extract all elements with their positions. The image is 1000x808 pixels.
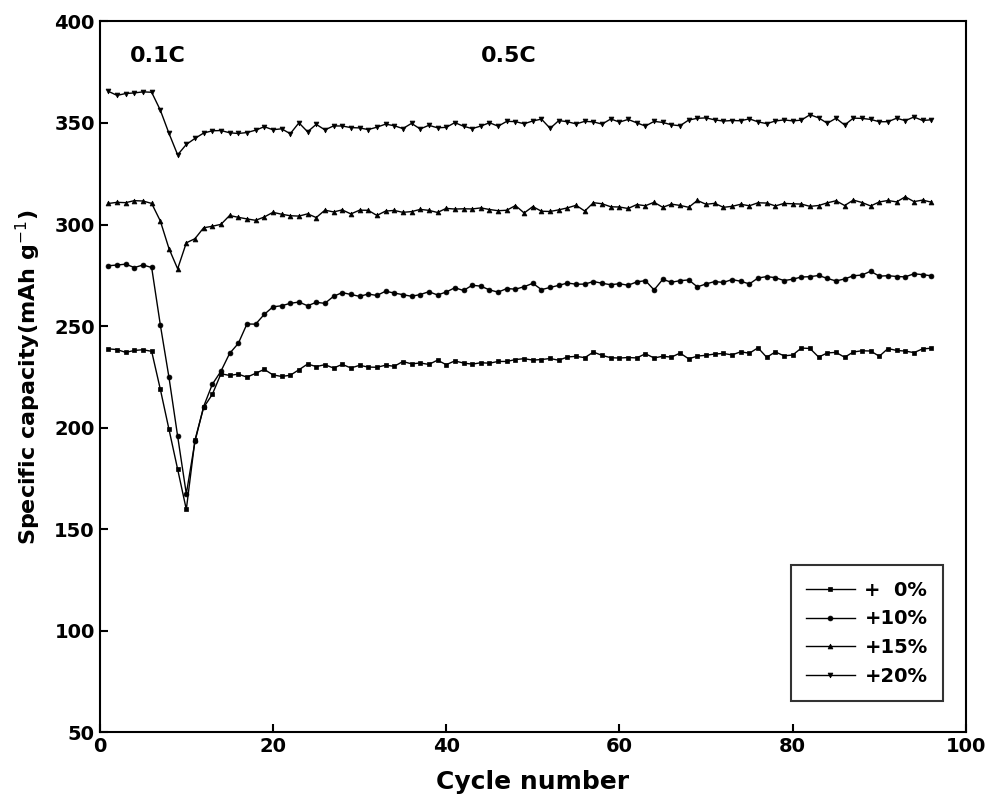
+15% <box>224 211 236 221</box>
+20% <box>345 123 357 133</box>
+20% <box>466 124 478 133</box>
+  0% <box>553 356 565 365</box>
+10% <box>535 284 547 294</box>
+  0% <box>102 344 114 354</box>
+  0% <box>752 343 764 352</box>
Line: +  0%: + 0% <box>106 345 934 512</box>
X-axis label: Cycle number: Cycle number <box>436 770 629 794</box>
+  0% <box>527 356 539 365</box>
+10% <box>180 489 192 499</box>
+15% <box>899 192 911 202</box>
+20% <box>527 116 539 126</box>
+10% <box>561 278 573 288</box>
+15% <box>466 204 478 214</box>
+15% <box>865 201 877 211</box>
+15% <box>102 199 114 208</box>
+20% <box>925 115 937 124</box>
+  0% <box>180 505 192 515</box>
+20% <box>172 150 184 160</box>
Line: +20%: +20% <box>106 89 934 158</box>
Text: 0.1C: 0.1C <box>130 46 186 65</box>
+  0% <box>925 343 937 353</box>
+15% <box>345 209 357 219</box>
+20% <box>553 116 565 125</box>
Line: +15%: +15% <box>106 195 934 271</box>
+  0% <box>345 363 357 372</box>
+15% <box>553 205 565 215</box>
+  0% <box>873 351 885 361</box>
+15% <box>172 264 184 274</box>
+15% <box>527 202 539 212</box>
+10% <box>120 259 132 269</box>
+  0% <box>224 371 236 381</box>
+10% <box>475 281 487 291</box>
+10% <box>232 339 244 348</box>
+  0% <box>466 360 478 369</box>
+20% <box>865 115 877 124</box>
Legend: +  0%, +10%, +15%, +20%: + 0%, +10%, +15%, +20% <box>791 565 943 701</box>
+15% <box>925 197 937 207</box>
+10% <box>102 261 114 271</box>
+10% <box>873 271 885 281</box>
Y-axis label: Specific capacity(mAh g$^{-1}$): Specific capacity(mAh g$^{-1}$) <box>14 209 43 545</box>
+20% <box>102 86 114 96</box>
+10% <box>925 271 937 280</box>
+20% <box>224 128 236 137</box>
Text: 0.5C: 0.5C <box>481 46 537 65</box>
+10% <box>354 292 366 301</box>
Line: +10%: +10% <box>106 262 934 496</box>
